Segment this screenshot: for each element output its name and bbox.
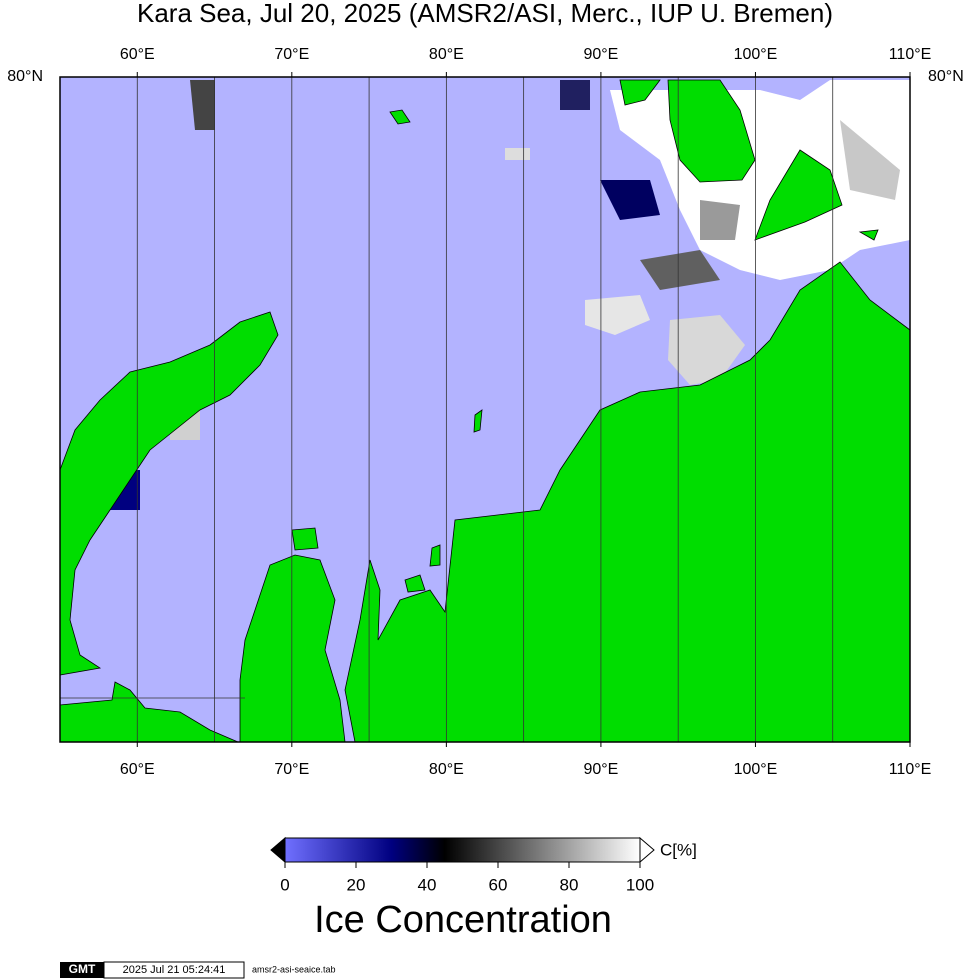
timestamp: 2025 Jul 21 05:24:41 — [123, 964, 226, 976]
lon-label: 90°E — [583, 761, 618, 778]
colorbar-unit: C[%] — [660, 840, 697, 859]
lon-label: 70°E — [274, 46, 309, 63]
colorbar-tick-label: 40 — [418, 875, 437, 894]
timestamp-box — [103, 961, 245, 979]
lon-label: 60°E — [120, 761, 155, 778]
lon-label: 80°E — [429, 46, 464, 63]
colorbar-bar — [284, 837, 641, 863]
lon-label: 100°E — [734, 46, 778, 63]
lon-label: 70°E — [274, 761, 309, 778]
land — [59, 79, 911, 743]
title: Kara Sea, Jul 20, 2025 (AMSR2/ASI, Merc.… — [137, 0, 833, 28]
colorbar: C[%] Ice Concentration 0 20 40 60 80 100 — [270, 836, 697, 941]
lon-label: 100°E — [734, 761, 778, 778]
colorbar-tick-label: 60 — [489, 875, 508, 894]
lon-label: 60°E — [120, 46, 155, 63]
gmt-logo — [60, 962, 104, 978]
map: 80°N 80°N 60°E 60°E 70°E 70°E 80°E 80°E 90°E 90… — [7, 46, 964, 778]
ice-patches — [110, 80, 910, 510]
colorbar-tick-label: 0 — [280, 875, 289, 894]
file-name: amsr2-asi-seaice.tab — [252, 964, 336, 974]
lon-label: 90°E — [583, 46, 618, 63]
colorbar-title: Ice Concentration — [314, 899, 612, 941]
colorbar-over — [639, 836, 655, 864]
graticule — [136, 77, 834, 742]
lat-label: 80°N — [7, 68, 43, 85]
map-frame — [59, 76, 911, 743]
colorbar-tick-label: 80 — [560, 875, 579, 894]
colorbar-under — [270, 836, 286, 864]
footer: GMT 2025 Jul 21 05:24:41 amsr2-asi-seaic… — [60, 961, 336, 979]
colorbar-tick-label: 20 — [347, 875, 366, 894]
gmt-logo-text: GMT — [69, 962, 96, 976]
colorbar-tick-label: 100 — [626, 875, 654, 894]
lon-label: 80°E — [429, 761, 464, 778]
lat-label: 80°N — [928, 68, 964, 85]
lon-label: 110°E — [889, 46, 932, 63]
lon-label: 110°E — [889, 761, 932, 778]
